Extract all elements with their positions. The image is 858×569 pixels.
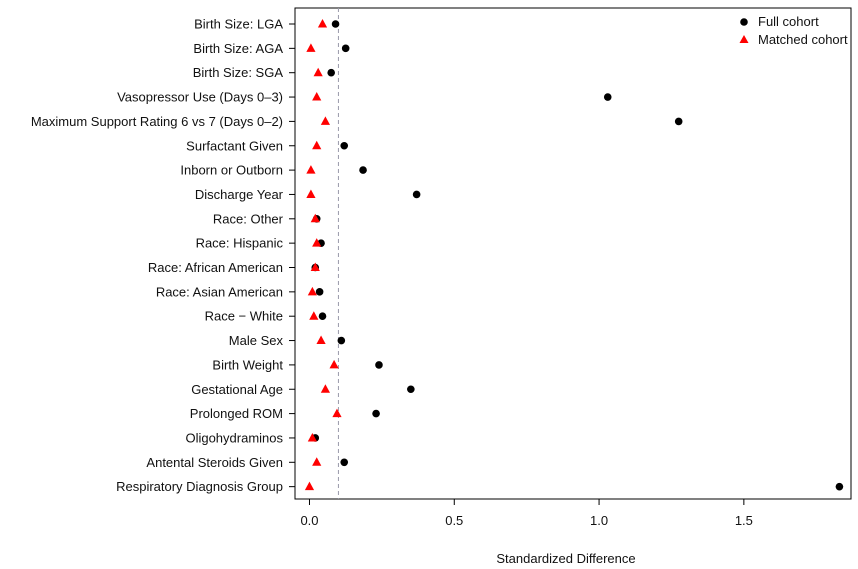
- matched-cohort-point: [307, 286, 317, 296]
- matched-cohort-point: [310, 213, 320, 223]
- matched-cohort-point: [312, 457, 322, 466]
- matched-cohort-point: [310, 262, 320, 271]
- full-cohort-point: [341, 44, 350, 53]
- x-tick-label: 1.5: [735, 513, 753, 528]
- full-cohort-point: [337, 336, 346, 345]
- full-cohort-point: [359, 166, 367, 174]
- y-tick-label: Antental Steroids Given: [146, 455, 283, 470]
- full-cohort-point: [340, 141, 349, 150]
- legend: Full cohort Matched cohort: [739, 14, 848, 47]
- full-cohort-point: [375, 361, 383, 369]
- matched-cohort-point: [312, 92, 322, 101]
- matched-cohort-point: [329, 359, 339, 369]
- matched-cohort-point: [306, 43, 316, 52]
- full-cohort-point: [674, 117, 683, 126]
- y-tick-label: Male Sex: [229, 333, 284, 348]
- full-cohort-point: [407, 385, 415, 394]
- y-axis: Birth Size: LGA Birth Size: AGA Birth Size…: [31, 17, 295, 494]
- y-tick-label: Race: Other: [213, 211, 284, 226]
- y-tick-label: Birth Size: AGA: [193, 41, 283, 56]
- full-cohort-point: [412, 190, 421, 199]
- y-tick-label: Gestational Age: [191, 382, 283, 397]
- legend-label-full-cohort: Full cohort: [758, 14, 819, 29]
- y-tick-label: Prolonged ROM: [190, 406, 283, 421]
- legend-marker-full-cohort: [740, 18, 748, 26]
- matched-cohort-point: [317, 19, 328, 28]
- legend-marker-matched-cohort: [739, 35, 749, 43]
- x-tick-label: 1.0: [590, 513, 608, 528]
- x-axis: 0.0 0.5 1.0 1.5: [300, 499, 753, 528]
- matched-cohort-point: [306, 189, 316, 198]
- y-tick-label: Birth Weight: [212, 357, 283, 372]
- y-tick-label: Discharge Year: [195, 187, 284, 202]
- plot-frame: [294, 7, 852, 500]
- matched-cohort-point: [316, 335, 326, 345]
- full-cohort-point: [835, 482, 844, 491]
- matched-cohort-point: [307, 432, 317, 442]
- x-tick-label: 0.5: [445, 513, 463, 528]
- matched-cohort-point: [312, 140, 322, 150]
- y-tick-label: Race: African American: [148, 260, 283, 275]
- y-tick-label: Inborn or Outborn: [180, 163, 283, 178]
- matched-cohort-point: [320, 384, 331, 393]
- data-points: [304, 19, 844, 491]
- full-cohort-point: [318, 312, 327, 321]
- y-tick-label: Race − White: [205, 309, 283, 324]
- full-cohort-point: [603, 93, 612, 101]
- full-cohort-point: [327, 68, 335, 77]
- x-axis-title: Standardized Difference: [496, 551, 635, 566]
- x-tick-label: 0.0: [300, 513, 318, 528]
- matched-cohort-point: [313, 67, 323, 77]
- matched-cohort-point: [320, 116, 331, 125]
- matched-cohort-point: [304, 481, 315, 491]
- full-cohort-point: [315, 288, 324, 296]
- y-tick-label: Birth Size: SGA: [193, 65, 284, 80]
- y-tick-label: Race: Asian American: [156, 284, 283, 299]
- y-tick-label: Vasopressor Use (Days 0–3): [117, 90, 283, 105]
- y-tick-label: Race: Hispanic: [196, 236, 284, 251]
- matched-cohort-point: [306, 165, 316, 174]
- y-tick-label: Maximum Support Rating 6 vs 7 (Days 0–2): [31, 114, 283, 129]
- y-tick-label: Birth Size: LGA: [194, 17, 283, 32]
- full-cohort-point: [372, 409, 380, 418]
- matched-cohort-point: [312, 238, 322, 247]
- full-cohort-point: [340, 458, 349, 467]
- y-tick-label: Oligohydraminos: [185, 430, 283, 445]
- matched-cohort-point: [332, 408, 342, 418]
- legend-label-matched-cohort: Matched cohort: [758, 32, 848, 47]
- full-cohort-point: [331, 20, 340, 28]
- y-tick-label: Respiratory Diagnosis Group: [116, 479, 283, 494]
- y-tick-label: Surfactant Given: [186, 138, 283, 153]
- matched-cohort-point: [309, 311, 319, 320]
